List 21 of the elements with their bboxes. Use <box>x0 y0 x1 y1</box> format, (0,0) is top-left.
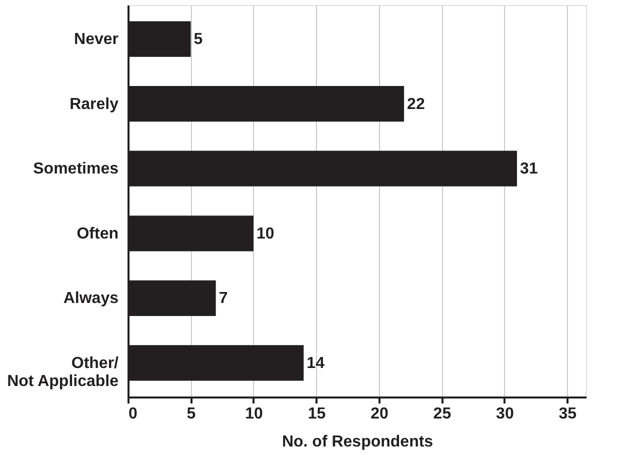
y-tick-label: Sometimes <box>33 160 119 178</box>
data-label: 5 <box>194 31 203 48</box>
y-tick-label: Rarely <box>70 96 119 113</box>
y-tick-label: Often <box>76 225 118 242</box>
x-tick-label: 0 <box>128 406 138 422</box>
data-label: 22 <box>407 96 425 113</box>
y-tick-label: Never <box>74 31 118 48</box>
x-tick-label: 35 <box>558 406 577 422</box>
data-label: 10 <box>256 225 274 242</box>
x-tick-label: 30 <box>496 406 514 422</box>
x-tick-label: 5 <box>186 406 196 422</box>
x-tick-label: 20 <box>370 406 388 422</box>
x-tick-label: 15 <box>308 406 326 422</box>
x-axis-title: No. of Respondents <box>282 434 434 450</box>
x-tick-label: 10 <box>245 406 263 422</box>
y-tick-label: Other/ Not Applicable <box>7 354 120 390</box>
data-label: 7 <box>218 290 228 308</box>
y-tick-label: Always <box>63 290 119 308</box>
x-tick-label: 25 <box>433 406 452 422</box>
data-label: 31 <box>520 160 538 178</box>
data-label: 14 <box>306 354 325 372</box>
